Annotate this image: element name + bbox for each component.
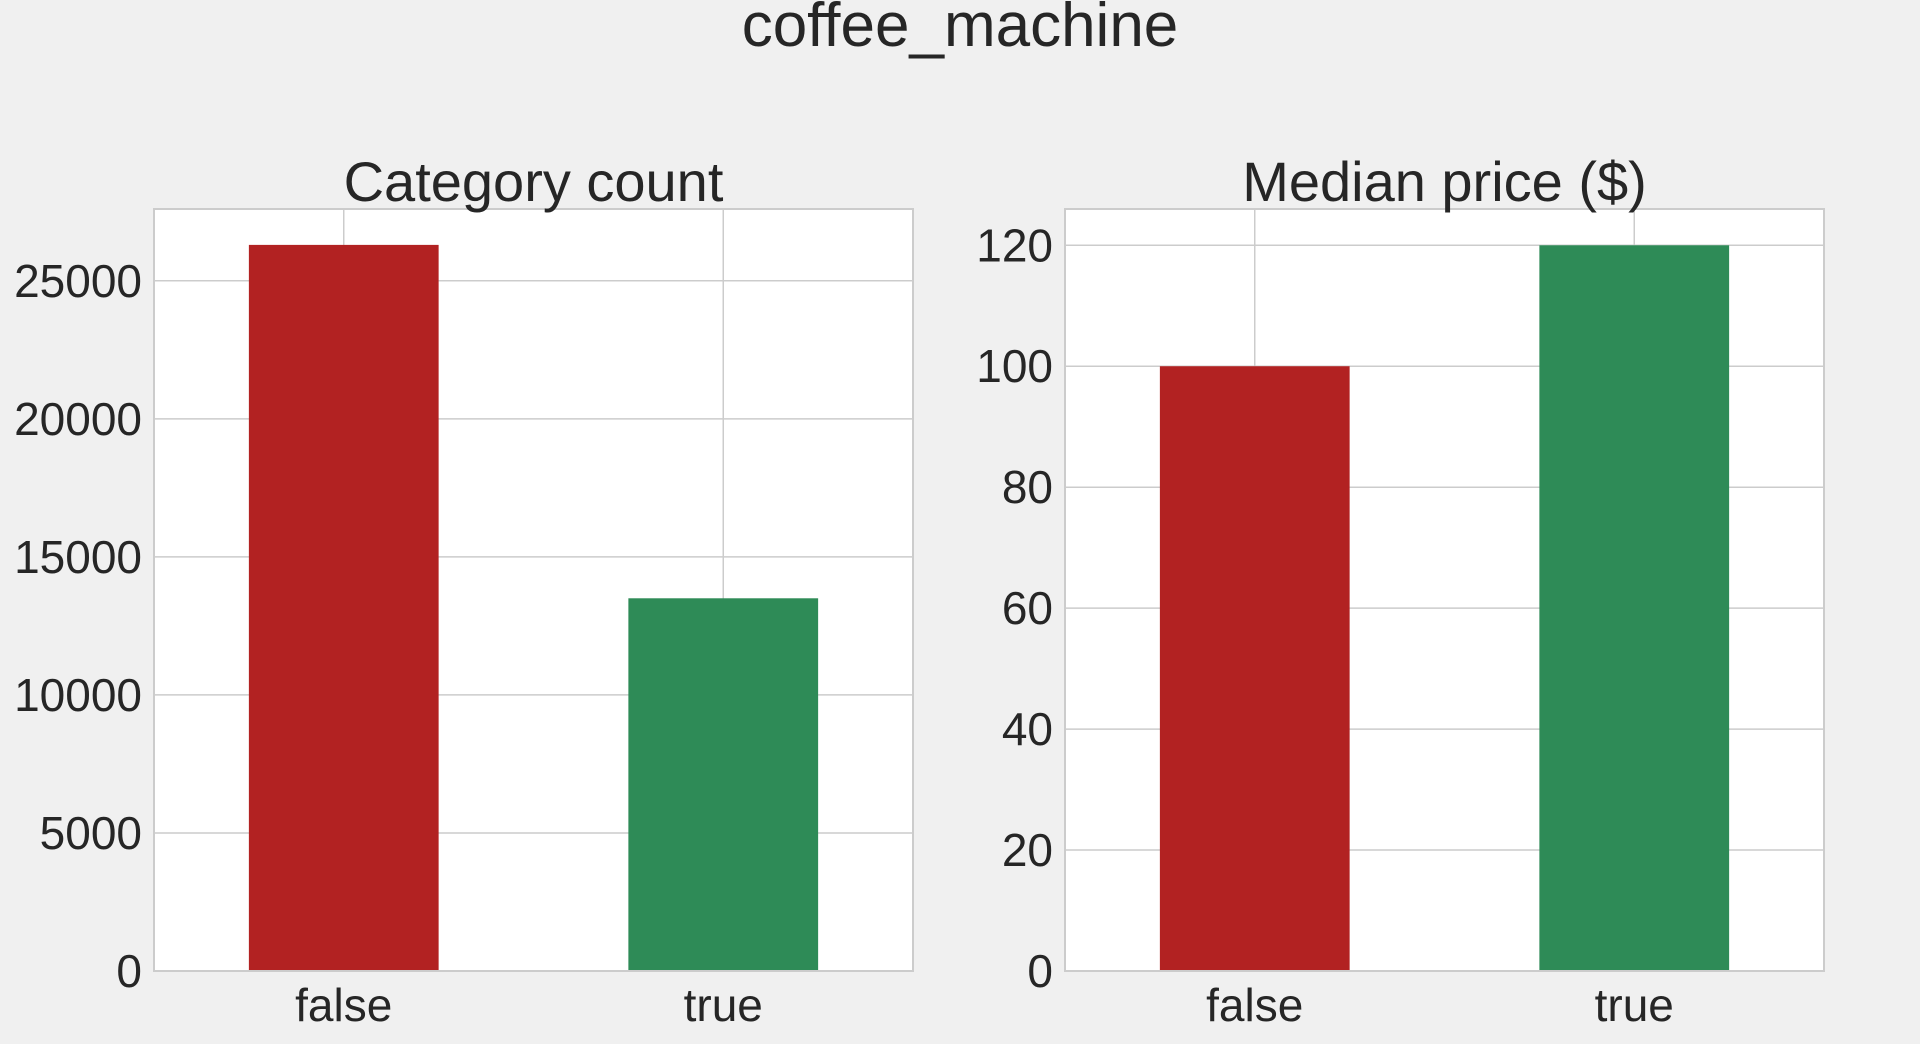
chart-price-ytick-label: 60 <box>1002 582 1053 634</box>
chart-count-xtick-label: false <box>295 979 392 1031</box>
chart-price-ytick-label: 0 <box>1027 945 1053 997</box>
chart-count-ytick-label: 25000 <box>14 255 142 307</box>
chart-price-bar-true <box>1539 245 1730 972</box>
chart-price-xtick-label: false <box>1206 979 1303 1031</box>
chart-category-count: 0 5000 10000 15000 20000 25000 false true Catego… <box>14 150 914 1031</box>
chart-count-ytick-label: 15000 <box>14 531 142 583</box>
chart-price-ytick-label: 80 <box>1002 461 1053 513</box>
chart-price-ytick-label: 100 <box>976 340 1053 392</box>
chart-price-ytick-label: 20 <box>1002 824 1053 876</box>
chart-price-frame <box>1064 208 1825 972</box>
chart-count-frame <box>153 208 914 972</box>
chart-count-ytick-label: 20000 <box>14 393 142 445</box>
chart-count-bar-true <box>628 598 819 971</box>
chart-count-ytick-label: 5000 <box>40 807 142 859</box>
chart-price-xtick-label: true <box>1595 979 1674 1031</box>
chart-count-ytick-label: 10000 <box>14 669 142 721</box>
chart-count-title: Category count <box>344 150 724 213</box>
chart-count-bar-false <box>248 244 439 972</box>
chart-price-bar-false <box>1159 366 1350 971</box>
figure-title: coffee_machine <box>742 0 1179 60</box>
chart-price-ytick-label: 40 <box>1002 703 1053 755</box>
chart-price-ytick-label: 120 <box>976 219 1053 271</box>
chart-count-xtick-label: true <box>684 979 763 1031</box>
chart-count-ytick-label: 0 <box>116 945 142 997</box>
chart-price-title: Median price ($) <box>1242 150 1647 213</box>
chart-median-price: 0 20 40 60 80 100 120 false true Median price ($) <box>976 150 1825 1031</box>
